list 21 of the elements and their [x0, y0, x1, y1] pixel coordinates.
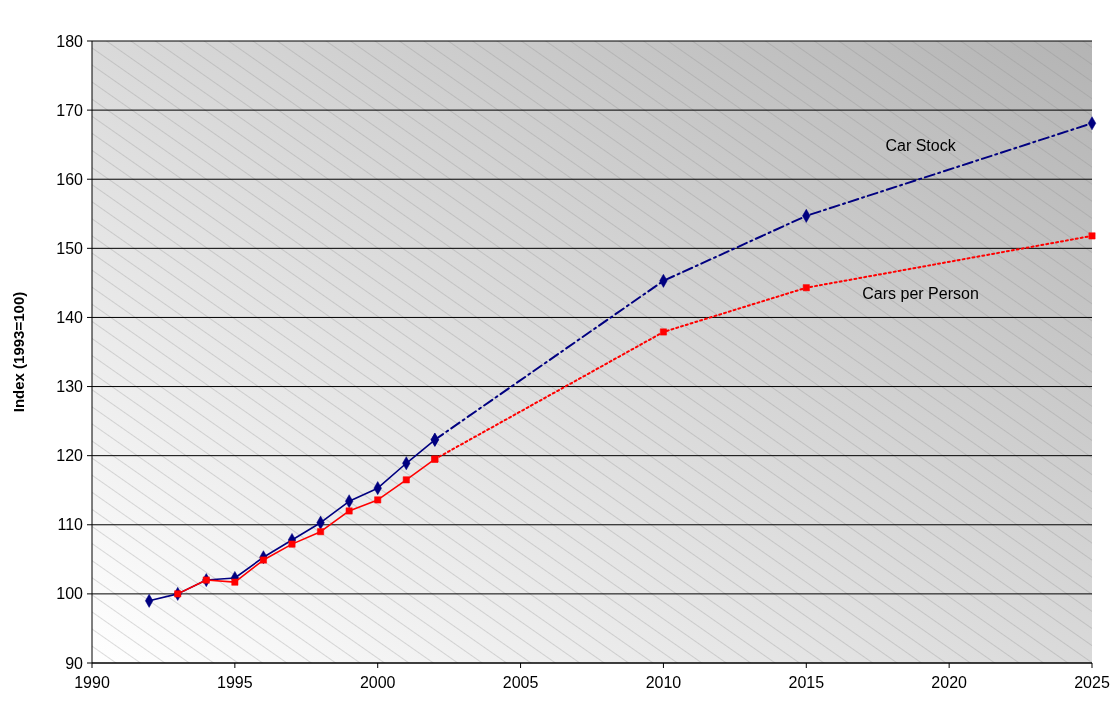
x-tick-label: 1995	[217, 674, 253, 691]
x-tick-label: 1990	[74, 674, 110, 691]
y-tick-label: 150	[56, 239, 84, 257]
x-tick-label: 2005	[502, 674, 539, 691]
y-axis-title: Index (1993=100)	[10, 291, 27, 413]
x-tick-label: 2020	[931, 674, 968, 691]
y-tick-label: 120	[56, 447, 84, 465]
x-tick-label: 2015	[788, 674, 825, 691]
y-tick-label: 90	[65, 654, 84, 672]
x-tick-label: 2025	[1074, 674, 1110, 691]
y-tick-label: 180	[56, 32, 84, 50]
y-tick-label: 160	[56, 170, 84, 188]
x-tick-label: 2000	[359, 674, 396, 691]
x-tick-label: 2010	[645, 674, 682, 691]
y-tick-label: 170	[56, 101, 84, 119]
y-tick-label: 110	[57, 516, 84, 534]
series-label: Cars per Person	[862, 284, 979, 302]
y-tick-label: 140	[56, 309, 84, 327]
y-tick-label: 130	[56, 378, 84, 396]
series-label: Car Stock	[885, 136, 957, 154]
y-tick-label: 100	[56, 585, 84, 603]
